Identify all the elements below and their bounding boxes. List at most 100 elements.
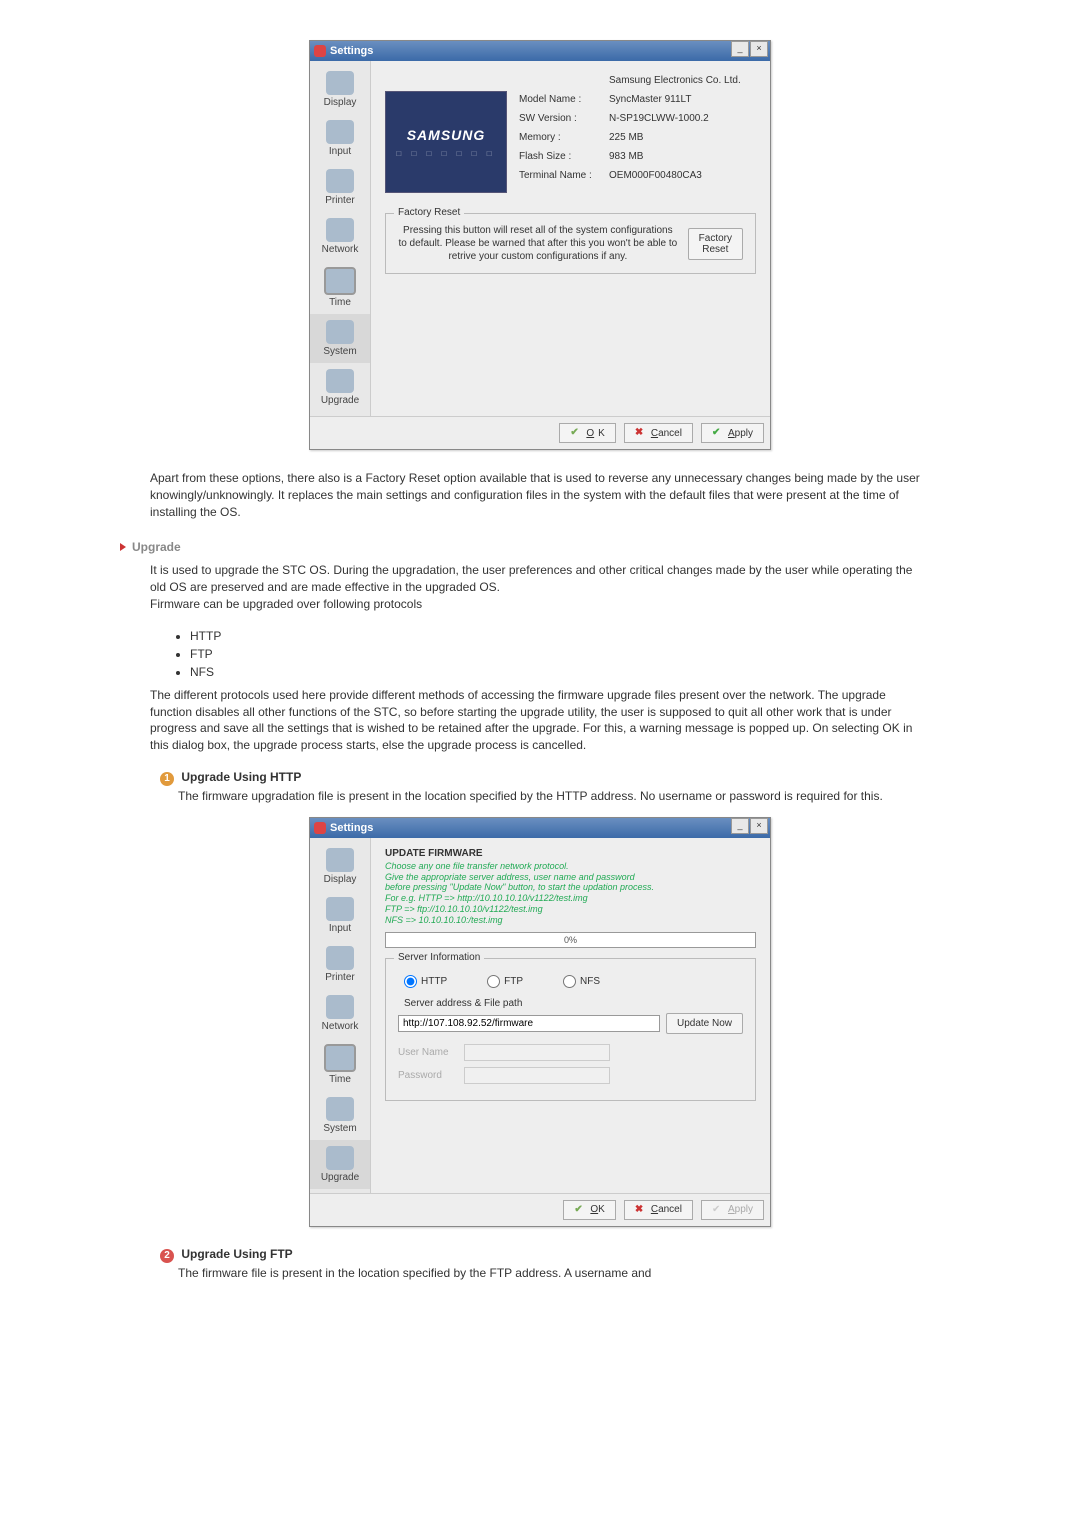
sidebar-item-label: Upgrade bbox=[312, 395, 368, 406]
username-input bbox=[464, 1044, 610, 1061]
apply-button[interactable]: ✔Apply bbox=[701, 423, 764, 443]
factory-reset-group: Factory Reset Pressing this button will … bbox=[385, 213, 756, 274]
company-name: Samsung Electronics Co. Ltd. bbox=[609, 75, 741, 86]
ok-button[interactable]: ✔OK bbox=[559, 423, 615, 443]
apply-icon: ✔ bbox=[712, 1204, 724, 1216]
spec-row: Terminal Name :OEM000F00480CA3 bbox=[519, 166, 756, 185]
radio-ftp-input[interactable] bbox=[487, 975, 500, 988]
sidebar-item-label: System bbox=[312, 346, 368, 357]
sidebar-item-time[interactable]: Time bbox=[310, 1038, 370, 1091]
step-2-title: Upgrade Using FTP bbox=[181, 1247, 292, 1261]
input-icon bbox=[326, 897, 354, 921]
ok-icon: ✔ bbox=[570, 427, 582, 439]
sidebar-item-input[interactable]: Input bbox=[310, 891, 370, 940]
minimize-button[interactable]: _ bbox=[731, 818, 749, 834]
list-item: HTTP bbox=[190, 629, 1020, 643]
paragraph-upgrade-intro: It is used to upgrade the STC OS. During… bbox=[150, 562, 930, 612]
ok-button[interactable]: ✔OK bbox=[563, 1200, 615, 1220]
sidebar-item-label: Network bbox=[312, 244, 368, 255]
system-icon bbox=[326, 1097, 354, 1121]
password-label: Password bbox=[398, 1070, 458, 1081]
radio-nfs-input[interactable] bbox=[563, 975, 576, 988]
radio-nfs[interactable]: NFS bbox=[563, 975, 600, 988]
username-label: User Name bbox=[398, 1047, 458, 1058]
brand-sub: □ □ □ □ □ □ □ bbox=[396, 149, 495, 158]
cancel-button[interactable]: ✖Cancel bbox=[624, 1200, 693, 1220]
sidebar-item-label: Input bbox=[312, 923, 368, 934]
radio-http-input[interactable] bbox=[404, 975, 417, 988]
factory-reset-text: Pressing this button will reset all of t… bbox=[398, 224, 678, 263]
settings-icon bbox=[314, 822, 326, 834]
sidebar-item-label: Printer bbox=[312, 195, 368, 206]
progress-bar: 0% bbox=[385, 932, 756, 948]
dialog-title: Settings bbox=[330, 822, 373, 834]
time-icon bbox=[324, 1044, 356, 1072]
cancel-icon: ✖ bbox=[635, 1204, 647, 1216]
sidebar-item-label: Display bbox=[312, 97, 368, 108]
update-instructions: Choose any one file transfer network pro… bbox=[385, 861, 756, 926]
spec-row: Flash Size :983 MB bbox=[519, 147, 756, 166]
spec-value: OEM000F00480CA3 bbox=[609, 170, 702, 181]
step-2-number-icon: 2 bbox=[160, 1249, 174, 1263]
sidebar-item-network[interactable]: Network bbox=[310, 212, 370, 261]
section-label: Upgrade bbox=[132, 540, 181, 554]
dialog-title: Settings bbox=[330, 45, 373, 57]
sidebar-item-input[interactable]: Input bbox=[310, 114, 370, 163]
upgrade-icon bbox=[326, 369, 354, 393]
spec-label: Model Name : bbox=[519, 94, 609, 105]
close-button[interactable]: × bbox=[750, 818, 768, 834]
spec-value: N-SP19CLWW-1000.2 bbox=[609, 113, 709, 124]
sidebar-item-label: Printer bbox=[312, 972, 368, 983]
step-1-body: The firmware upgradation file is present… bbox=[178, 788, 930, 805]
sidebar-item-time[interactable]: Time bbox=[310, 261, 370, 314]
sidebar-item-network[interactable]: Network bbox=[310, 989, 370, 1038]
network-icon bbox=[326, 218, 354, 242]
dialog-titlebar: Settings _ × bbox=[310, 818, 770, 838]
display-icon bbox=[326, 848, 354, 872]
minimize-button[interactable]: _ bbox=[731, 41, 749, 57]
network-icon bbox=[326, 995, 354, 1019]
update-now-button[interactable]: Update Now bbox=[666, 1013, 743, 1034]
spec-row: Memory :225 MB bbox=[519, 128, 756, 147]
list-item: NFS bbox=[190, 665, 1020, 679]
system-icon bbox=[326, 320, 354, 344]
spec-label: SW Version : bbox=[519, 113, 609, 124]
sidebar-item-printer[interactable]: Printer bbox=[310, 940, 370, 989]
radio-ftp[interactable]: FTP bbox=[487, 975, 523, 988]
sidebar-item-display[interactable]: Display bbox=[310, 65, 370, 114]
cancel-button[interactable]: ✖Cancel bbox=[624, 423, 693, 443]
server-info-group: Server Information HTTP FTP NFS Server a… bbox=[385, 958, 756, 1101]
printer-icon bbox=[326, 946, 354, 970]
step-1-number-icon: 1 bbox=[160, 772, 174, 786]
paragraph-protocols: The different protocols used here provid… bbox=[150, 687, 930, 754]
cancel-icon: ✖ bbox=[635, 427, 647, 439]
spec-label: Flash Size : bbox=[519, 151, 609, 162]
time-icon bbox=[324, 267, 356, 295]
sidebar-item-label: System bbox=[312, 1123, 368, 1134]
sidebar-item-display[interactable]: Display bbox=[310, 842, 370, 891]
settings-icon bbox=[314, 45, 326, 57]
step-1-heading: 1 Upgrade Using HTTP bbox=[160, 770, 1020, 786]
paragraph-factory-reset: Apart from these options, there also is … bbox=[150, 470, 930, 520]
radio-http[interactable]: HTTP bbox=[404, 975, 447, 988]
factory-reset-button[interactable]: Factory Reset bbox=[688, 228, 743, 260]
factory-reset-legend: Factory Reset bbox=[394, 207, 464, 218]
sidebar-item-system[interactable]: System bbox=[310, 314, 370, 363]
printer-icon bbox=[326, 169, 354, 193]
display-icon bbox=[326, 71, 354, 95]
close-button[interactable]: × bbox=[750, 41, 768, 57]
sidebar-item-printer[interactable]: Printer bbox=[310, 163, 370, 212]
sidebar-item-upgrade[interactable]: Upgrade bbox=[310, 363, 370, 412]
sidebar-item-system[interactable]: System bbox=[310, 1091, 370, 1140]
path-label: Server address & File path bbox=[404, 998, 743, 1009]
sidebar-item-label: Network bbox=[312, 1021, 368, 1032]
sidebar-item-upgrade[interactable]: Upgrade bbox=[310, 1140, 370, 1189]
password-input bbox=[464, 1067, 610, 1084]
dialog-titlebar: Settings _ × bbox=[310, 41, 770, 61]
settings-dialog-system: Settings _ × Display Input Printer Network T… bbox=[309, 40, 771, 450]
spec-value: 983 MB bbox=[609, 151, 643, 162]
arrow-icon bbox=[120, 543, 126, 551]
ok-icon: ✔ bbox=[574, 1204, 586, 1216]
server-path-input[interactable] bbox=[398, 1015, 660, 1032]
spec-row: Model Name :SyncMaster 911LT bbox=[519, 90, 756, 109]
